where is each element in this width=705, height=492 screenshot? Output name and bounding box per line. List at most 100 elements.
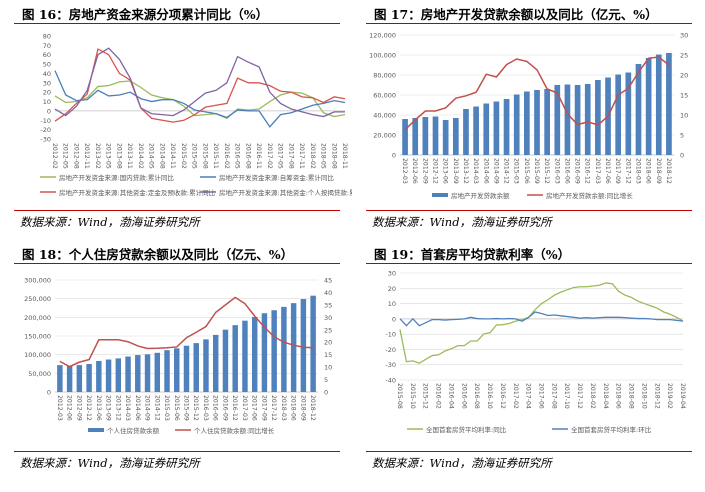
bar (483, 103, 490, 155)
x-tick-label: 2018-06 (615, 383, 622, 409)
x-tick-label: 2015-11 (212, 143, 219, 169)
title-divider (366, 263, 692, 264)
chart-18-svg: 300,000 250,000 200,000 150,000 100,000 50,00… (24, 277, 332, 436)
bar (442, 120, 449, 155)
x-tick-label: 2017-11 (298, 143, 305, 169)
x-tick-label: 2016-12 (231, 395, 238, 421)
source-note: 数据来源：Wind，渤海证券研究所 (20, 456, 200, 470)
y-tick-label: 300,000 (24, 277, 51, 285)
bar (271, 310, 277, 392)
y-tick-label: 50,000 (28, 370, 51, 378)
bar (534, 90, 540, 155)
x-tick-label: 2016-09 (574, 158, 581, 184)
bar (452, 118, 459, 155)
x-tick-label: 2018-04 (602, 383, 609, 409)
x-tick-label: 2015-12 (422, 383, 429, 409)
x-tick-label: 2013-09 (452, 158, 459, 184)
y2-tick-label: 10 (324, 364, 332, 372)
bar (86, 364, 92, 392)
x-tick-label: 2012-12 (85, 395, 92, 421)
x-tick-label: 2017-03 (594, 158, 601, 184)
x-tick-label: 2018-12 (653, 383, 660, 409)
bar (300, 299, 307, 392)
bar (135, 355, 141, 392)
bar (503, 99, 510, 155)
x-tick-label: 2013-09 (105, 395, 112, 421)
x-tick-label: 2016-03 (202, 395, 209, 421)
bar (655, 54, 662, 155)
legend-label: 房地产开发资金来源:国内贷款:累计同比 (59, 173, 174, 182)
x-tick-label: 2012-06 (66, 395, 73, 421)
title-divider (14, 263, 340, 264)
bar (544, 89, 550, 155)
x-tick-label: 2018-12 (665, 158, 672, 184)
y2-tick-label: 25 (324, 326, 332, 334)
x-tick-label: 2017-09 (614, 158, 621, 184)
bar (203, 339, 209, 392)
y2-tick-label: 5 (324, 376, 328, 384)
legend-label: 房地产开发贷款余额:同比增长 (546, 191, 633, 200)
x-tick-label: 2018-03 (634, 158, 641, 184)
bar (174, 348, 180, 392)
x-tick-label: 2018-02 (589, 383, 596, 409)
x-tick-label: 2013-11 (126, 143, 133, 169)
bar (154, 352, 161, 392)
x-tick-label: 2012-12 (432, 158, 439, 184)
y-tick-label: 20 (43, 89, 51, 97)
x-tick-label: 2015-05 (191, 143, 198, 169)
y-tick-label: 60 (43, 51, 51, 59)
x-tick-label: 2016-04 (447, 383, 454, 409)
y-tick-label: -10 (40, 117, 51, 125)
x-tick-label: 2016-05 (234, 143, 241, 169)
x-tick-label: 2014-09 (492, 158, 499, 184)
bar (463, 109, 469, 155)
legend-label: 房地产开发资金来源:自筹资金:累计同比 (219, 173, 334, 182)
y-tick-label: 20,000 (373, 132, 396, 140)
bar (281, 306, 287, 392)
y-tick-label: 120,000 (369, 32, 396, 40)
bar (473, 106, 479, 155)
x-tick-label: 2017-08 (550, 383, 557, 409)
legend-label: 房地产开发资金来源:其他资金:定金及预收款:累计同比 (59, 188, 216, 197)
bar (422, 117, 429, 155)
x-tick-label: 2016-06 (460, 383, 467, 409)
x-tick-label: 2014-06 (482, 158, 489, 184)
x-tick-label: 2017-12 (576, 383, 583, 409)
bar (574, 85, 581, 155)
series-line (404, 56, 670, 131)
x-tick-label: 2013-06 (95, 395, 102, 421)
y-tick-label: 10 (43, 98, 51, 106)
bar (402, 119, 408, 155)
x-tick-label: 2016-06 (563, 158, 570, 184)
figure-title: 图 17：房地产开发贷款余额以及同比（亿元、%） (374, 7, 658, 22)
y-tick-label: 40,000 (373, 112, 396, 120)
y2-tick-label: 40 (324, 289, 332, 297)
y2-tick-label: 5 (680, 132, 684, 140)
y-tick-label: -30 (385, 361, 396, 369)
bar (261, 313, 268, 392)
figure-title: 图 18：个人住房贷款余额以及同比（亿元、%） (22, 247, 294, 262)
x-tick-label: 2015-12 (543, 158, 550, 184)
legend-label: 房地产开发资金来源:其他资金:个人按揭贷款:累计同比 (219, 188, 352, 197)
bar (193, 343, 199, 392)
x-tick-label: 2019-02 (666, 383, 673, 409)
bar (635, 64, 642, 155)
x-tick-label: 2017-02 (266, 143, 273, 169)
x-tick-label: 2012-03 (56, 395, 63, 421)
x-tick-label: 2014-11 (169, 143, 176, 169)
bar (595, 80, 601, 155)
x-tick-label: 2017-09 (260, 395, 267, 421)
legend-label: 全国首套房贷平均利率:环比 (571, 425, 652, 434)
y-tick-label: 20 (388, 285, 396, 293)
x-tick-label: 2012-09 (421, 158, 428, 184)
x-tick-label: 2015-06 (173, 395, 180, 421)
x-tick-label: 2014-12 (153, 395, 160, 421)
legend-label: 个人住房贷款余额:同比增长 (194, 426, 275, 435)
y2-tick-label: 45 (324, 277, 332, 285)
bar (554, 85, 561, 155)
x-tick-label: 2016-03 (553, 158, 560, 184)
x-tick-label: 2018-09 (299, 395, 306, 421)
x-tick-label: 2018-05 (320, 143, 327, 169)
